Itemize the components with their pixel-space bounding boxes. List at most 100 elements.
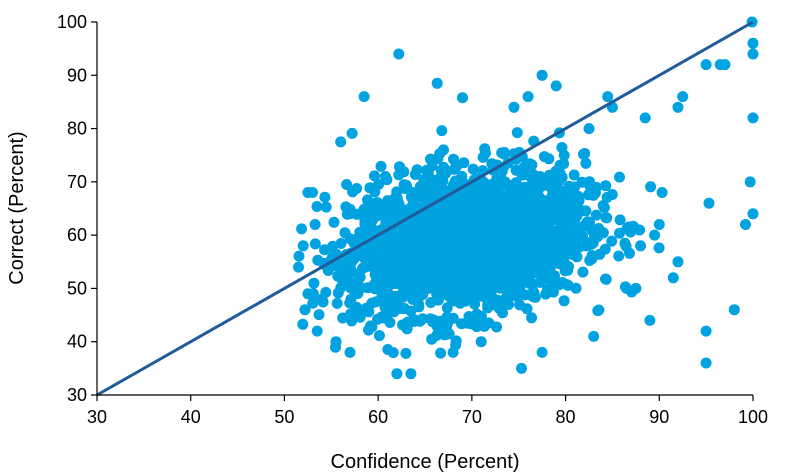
data-point	[536, 232, 548, 244]
data-point	[498, 147, 510, 158]
data-point	[479, 143, 491, 155]
data-point	[553, 279, 565, 291]
data-point	[470, 287, 482, 299]
data-point	[677, 91, 689, 103]
data-point	[375, 263, 387, 275]
data-point	[467, 200, 479, 212]
data-point	[492, 212, 504, 224]
data-point	[440, 267, 452, 279]
data-point	[510, 199, 522, 211]
data-point	[399, 225, 410, 237]
data-point	[614, 171, 625, 183]
data-point	[508, 240, 520, 251]
data-point	[455, 287, 467, 299]
data-point	[522, 204, 534, 216]
data-point	[614, 214, 626, 226]
data-point	[354, 226, 366, 238]
data-point	[426, 189, 438, 201]
reference-line	[96, 20, 754, 397]
data-point	[614, 227, 625, 239]
data-point	[330, 336, 342, 348]
x-tick-label: 90	[649, 407, 669, 427]
data-point	[475, 336, 487, 348]
data-point	[428, 276, 440, 288]
data-point	[577, 230, 588, 242]
data-point	[507, 187, 519, 199]
data-point	[516, 362, 527, 374]
data-point	[297, 318, 309, 330]
data-point	[344, 208, 356, 220]
data-point	[635, 240, 646, 252]
data-point	[536, 346, 548, 358]
data-point	[524, 158, 536, 170]
data-point	[373, 237, 385, 249]
data-point	[644, 314, 656, 326]
data-point	[313, 309, 325, 321]
data-point	[561, 202, 572, 214]
data-point	[522, 223, 534, 235]
data-point	[563, 180, 575, 192]
data-point	[471, 308, 483, 320]
data-point	[366, 321, 378, 333]
data-point	[511, 127, 523, 139]
data-point	[672, 101, 684, 113]
data-point	[376, 311, 388, 323]
data-point	[384, 253, 396, 265]
data-point	[527, 195, 539, 207]
data-point	[320, 201, 332, 213]
data-point	[466, 225, 478, 237]
data-point	[555, 188, 567, 200]
data-point	[296, 223, 308, 235]
y-tick-label: 60	[67, 225, 87, 245]
data-point	[335, 238, 347, 249]
data-point	[345, 257, 357, 269]
x-axis-title: Confidence (Percent)	[331, 451, 520, 472]
data-point	[432, 242, 444, 253]
data-point	[429, 216, 441, 228]
data-point	[436, 125, 448, 137]
data-point	[536, 267, 548, 279]
data-point	[312, 254, 324, 266]
y-tick-label: 40	[67, 332, 87, 352]
data-point	[656, 187, 668, 198]
data-point	[515, 256, 527, 268]
data-point	[558, 295, 570, 307]
data-point	[582, 240, 594, 252]
data-point	[360, 261, 372, 273]
data-point	[309, 238, 321, 250]
data-point	[381, 285, 393, 297]
data-point	[422, 167, 434, 179]
data-point	[544, 250, 556, 262]
data-point	[522, 91, 534, 103]
data-point	[563, 230, 575, 242]
data-point	[747, 37, 759, 49]
data-point	[573, 195, 585, 207]
data-point	[414, 315, 426, 327]
data-point	[639, 112, 651, 124]
data-point	[345, 308, 357, 320]
data-point	[443, 238, 455, 250]
data-point	[606, 189, 618, 200]
data-point	[369, 170, 380, 182]
data-point	[577, 266, 589, 278]
data-point	[430, 261, 441, 273]
data-point	[446, 222, 458, 234]
data-point	[504, 261, 516, 273]
data-point	[490, 294, 502, 306]
x-tick-label: 30	[87, 407, 107, 427]
data-point	[502, 270, 514, 282]
data-point	[437, 184, 449, 196]
axes	[91, 21, 754, 401]
data-point	[419, 216, 431, 228]
data-point	[613, 250, 625, 262]
data-point	[560, 245, 572, 257]
x-tick-label: 80	[556, 407, 576, 427]
x-tick-label: 60	[368, 407, 388, 427]
data-point	[703, 197, 715, 209]
data-point	[479, 288, 491, 300]
x-tick-label: 70	[462, 407, 482, 427]
data-point	[550, 208, 562, 219]
data-point	[568, 169, 580, 181]
data-point	[590, 209, 602, 221]
